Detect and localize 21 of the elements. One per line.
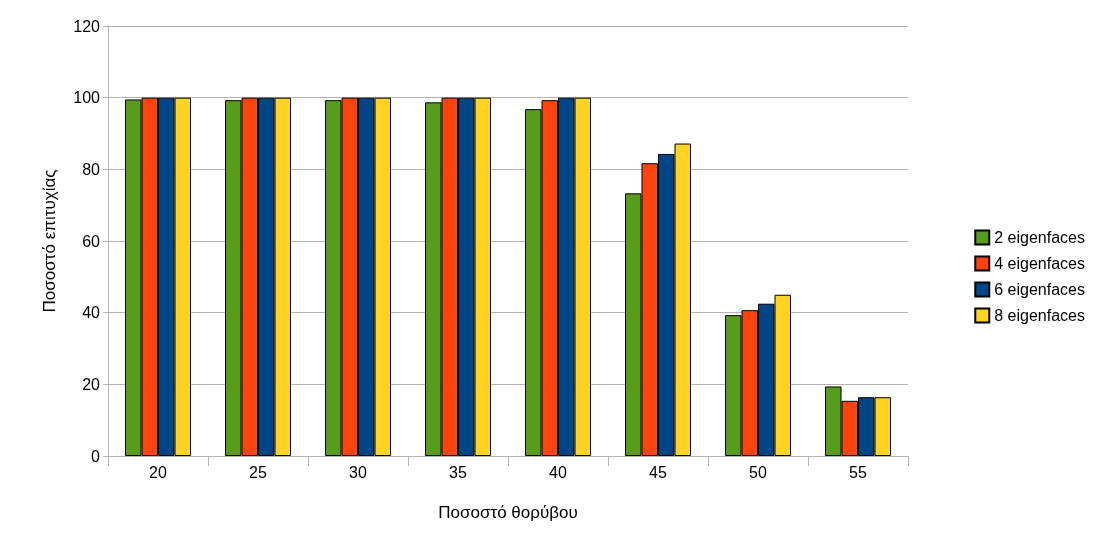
y-tick-label: 80 xyxy=(82,160,101,178)
y-tick-label: 0 xyxy=(91,447,101,465)
legend-label: 4 eigenfaces xyxy=(994,255,1085,272)
legend-label: 6 eigenfaces xyxy=(994,281,1085,298)
y-tick-label: 20 xyxy=(82,375,101,393)
legend-label: 2 eigenfaces xyxy=(994,229,1085,246)
x-tick-label: 45 xyxy=(649,463,667,481)
y-tick-label: 60 xyxy=(82,232,101,250)
y-tick-label: 120 xyxy=(73,17,101,35)
x-axis-title: Ποσοστό θορύβου xyxy=(438,503,578,522)
x-tick-label: 35 xyxy=(449,463,467,481)
x-tick-label: 55 xyxy=(849,463,867,481)
x-tick-label: 30 xyxy=(349,463,367,481)
x-tick-label: 25 xyxy=(249,463,267,481)
x-tick-label: 50 xyxy=(749,463,767,481)
y-tick-label: 40 xyxy=(82,304,101,322)
y-tick-label: 100 xyxy=(73,89,101,107)
legend-label: 8 eigenfaces xyxy=(994,307,1085,324)
x-tick-label: 20 xyxy=(149,463,167,481)
x-tick-label: 40 xyxy=(549,463,567,481)
y-axis-title: Ποσοστό επιτυχίας xyxy=(40,169,59,313)
